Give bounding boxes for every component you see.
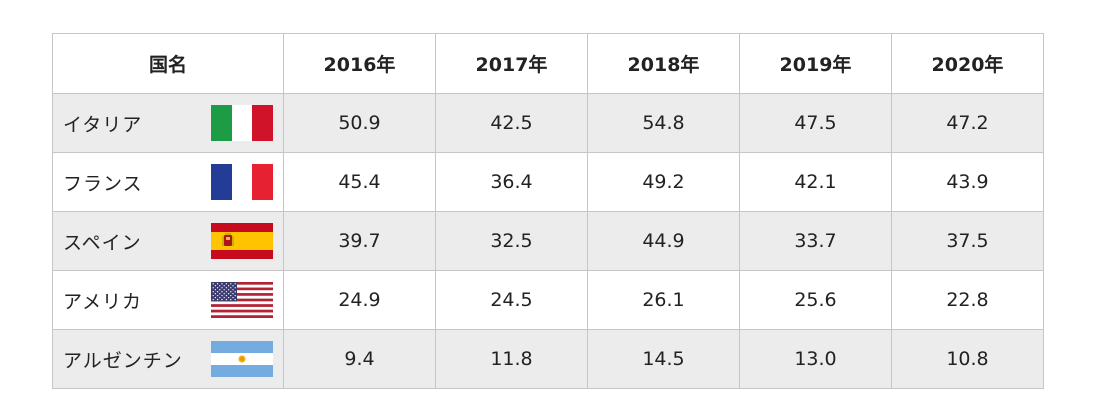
country-cell: イタリア [52,93,284,153]
country-cell: スペイン [52,211,284,271]
header-country: 国名 [52,33,284,94]
country-name: スペイン [63,231,142,254]
cell-value: 10.8 [891,329,1044,389]
country-name: アメリカ [63,290,143,313]
cell-value: 39.7 [283,211,436,271]
cell-value: 50.9 [283,93,436,153]
country-cell: アルゼンチン [52,329,284,389]
cell-value: 9.4 [283,329,436,389]
cell-value: 25.6 [739,270,892,330]
country-cell: アメリカ [52,270,284,330]
data-table: 国名 2016年 2017年 2018年 2019年 2020年 イタリア 50 [52,33,1044,389]
italy-flag-icon [211,105,273,141]
argentina-flag-icon [211,341,273,377]
cell-value: 33.7 [739,211,892,271]
table-row: イタリア 50.9 42.5 54.8 47.5 47.2 [52,93,1044,153]
cell-value: 47.2 [891,93,1044,153]
cell-value: 36.4 [435,152,588,212]
cell-value: 44.9 [587,211,740,271]
country-name: イタリア [63,113,143,136]
header-year-2016: 2016年 [283,33,436,94]
table-row: スペイン 39.7 32.5 44.9 33.7 37.5 [52,211,1044,271]
usa-flag-icon [211,282,273,318]
cell-value: 47.5 [739,93,892,153]
country-cell: フランス [52,152,284,212]
country-name: フランス [63,172,143,195]
header-year-2019: 2019年 [739,33,892,94]
cell-value: 14.5 [587,329,740,389]
header-row: 国名 2016年 2017年 2018年 2019年 2020年 [52,33,1044,94]
cell-value: 22.8 [891,270,1044,330]
cell-value: 54.8 [587,93,740,153]
spain-flag-icon [211,223,273,259]
cell-value: 42.1 [739,152,892,212]
cell-value: 24.5 [435,270,588,330]
table-row: アメリカ 24.9 24.5 26.1 25.6 22.8 [52,270,1044,330]
header-year-2017: 2017年 [435,33,588,94]
cell-value: 24.9 [283,270,436,330]
cell-value: 11.8 [435,329,588,389]
table-row: フランス 45.4 36.4 49.2 42.1 43.9 [52,152,1044,212]
cell-value: 13.0 [739,329,892,389]
country-name: アルゼンチン [63,349,183,372]
cell-value: 26.1 [587,270,740,330]
cell-value: 42.5 [435,93,588,153]
cell-value: 45.4 [283,152,436,212]
cell-value: 32.5 [435,211,588,271]
cell-value: 43.9 [891,152,1044,212]
france-flag-icon [211,164,273,200]
cell-value: 49.2 [587,152,740,212]
header-year-2018: 2018年 [587,33,740,94]
table-row: アルゼンチン 9.4 11.8 14.5 13.0 10.8 [52,329,1044,389]
header-year-2020: 2020年 [891,33,1044,94]
cell-value: 37.5 [891,211,1044,271]
